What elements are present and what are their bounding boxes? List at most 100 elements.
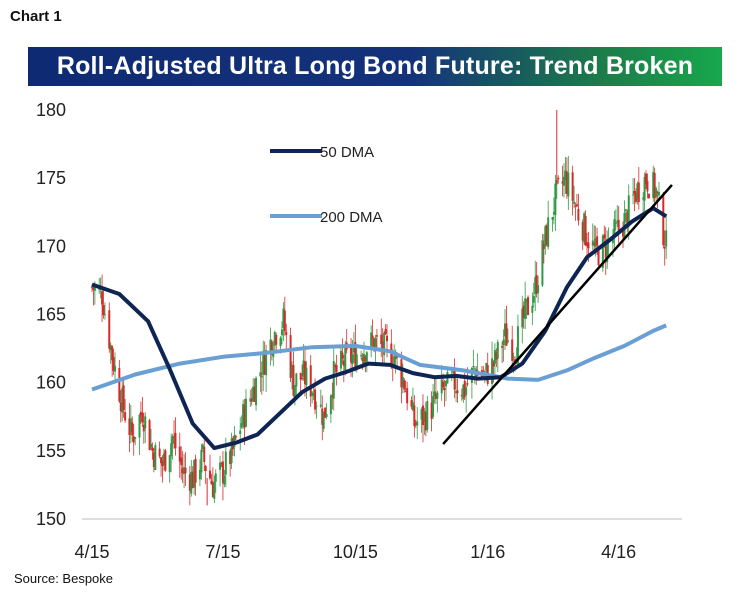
price-bar-body	[574, 205, 577, 207]
price-bar-down	[250, 388, 253, 406]
y-axis: 150 155 160 165 170 175 180	[36, 100, 66, 529]
price-bar-up	[370, 325, 373, 358]
price-bar-up	[544, 225, 547, 255]
price-bar-body	[616, 220, 619, 223]
price-bar-down	[581, 219, 584, 250]
price-bar-body	[434, 394, 437, 399]
price-bar-body	[269, 339, 272, 354]
price-bar-up	[150, 428, 152, 450]
price-bar-body	[134, 437, 137, 439]
price-bar-down	[161, 455, 164, 483]
price-bar-down	[132, 424, 135, 456]
price-bar-down	[160, 457, 163, 477]
price-bar-body	[584, 215, 587, 246]
price-bar-body	[321, 408, 324, 425]
price-bar-down	[634, 188, 637, 204]
price-bar-body	[244, 398, 247, 427]
price-bar-body	[273, 332, 276, 346]
price-bar-body	[483, 371, 486, 373]
price-bar-down	[152, 448, 155, 473]
price-bar-down	[270, 339, 273, 361]
price-bar-up	[616, 205, 619, 228]
price-bar-down	[410, 396, 413, 410]
price-bar-up	[636, 181, 639, 205]
x-tick-label: 4/16	[601, 542, 636, 562]
price-bar-body	[410, 400, 413, 407]
price-bar-body	[495, 352, 498, 360]
price-bar-up	[420, 407, 423, 433]
price-bar-body	[342, 360, 345, 366]
price-bar-body	[597, 248, 600, 266]
price-bar-body	[154, 445, 157, 471]
price-bar-body	[440, 379, 443, 394]
price-bar-body	[645, 173, 648, 185]
price-bar-body	[240, 423, 243, 428]
price-bar-body	[174, 432, 177, 449]
price-bar-body	[393, 356, 396, 367]
price-bar-up	[240, 415, 243, 430]
price-bar-down	[321, 395, 324, 441]
price-bar-up	[642, 192, 645, 213]
price-bar-body	[360, 355, 363, 357]
price-bar-down	[324, 407, 327, 419]
price-bar-body	[662, 194, 665, 246]
price-bar-body	[462, 384, 465, 400]
price-bar-up	[613, 210, 616, 249]
price-bar-up	[329, 393, 332, 423]
price-bar-up	[473, 366, 476, 384]
price-bar-down	[662, 191, 665, 249]
price-bar-up	[436, 390, 439, 413]
price-bar-body	[255, 377, 258, 406]
price-bar-body	[173, 436, 176, 438]
price-bar-body	[262, 350, 265, 375]
price-bar-body	[295, 373, 298, 387]
price-bar-down	[131, 416, 134, 442]
price-bar-body	[637, 182, 640, 203]
price-bar-down	[522, 301, 525, 329]
price-bar-body	[111, 346, 114, 361]
price-bar-down	[577, 193, 580, 226]
price-bar-down	[622, 221, 624, 248]
price-bar-down	[210, 473, 213, 485]
price-bar-body	[591, 240, 594, 246]
price-bar-body	[472, 366, 475, 368]
price-bar-body	[109, 345, 112, 351]
price-bar-body	[128, 418, 131, 435]
price-bar-up	[129, 405, 132, 444]
price-bar-down	[220, 461, 223, 468]
price-bar-body	[339, 350, 342, 369]
price-bar-body	[420, 409, 423, 420]
price-bar-body	[324, 407, 327, 418]
price-bar-down	[653, 167, 656, 210]
price-bar-body	[593, 242, 596, 246]
price-bar-body	[331, 395, 334, 398]
price-bar-body	[492, 361, 495, 367]
price-bar-up	[171, 434, 174, 460]
price-bar-down	[164, 448, 167, 472]
price-bar-body	[311, 392, 314, 396]
price-bar-body	[152, 452, 155, 468]
price-bar-body	[665, 230, 668, 247]
price-bar-body	[309, 365, 312, 397]
price-bar-down	[354, 324, 357, 372]
price-bar-up	[541, 233, 544, 287]
price-bar-body	[573, 201, 576, 204]
price-bar-body	[103, 314, 106, 316]
price-bar-body	[502, 339, 505, 346]
price-bar-down	[148, 418, 151, 451]
x-tick-label: 1/16	[470, 542, 505, 562]
price-bar-up	[524, 281, 527, 330]
price-bar-up	[311, 390, 314, 404]
price-bar-body	[561, 181, 564, 184]
price-bar-body	[361, 357, 364, 362]
price-bar-body	[148, 420, 151, 450]
price-bar-down	[404, 380, 407, 393]
price-bar-body	[129, 418, 132, 433]
price-bar-down	[501, 341, 504, 364]
price-bar-up	[319, 389, 322, 409]
price-bar-body	[223, 475, 226, 485]
price-bar-body	[201, 444, 204, 450]
price-bar-down	[158, 441, 161, 459]
price-bar-down	[124, 398, 127, 423]
